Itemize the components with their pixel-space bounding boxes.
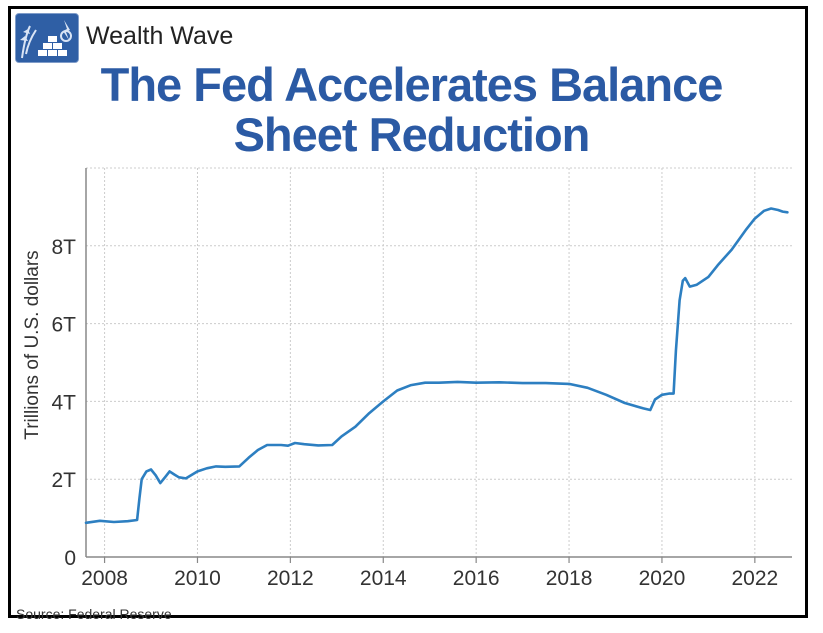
y-tick-label: 4T <box>51 391 76 414</box>
chart-frame <box>8 6 808 618</box>
x-tick-label: 2016 <box>453 567 500 590</box>
y-tick-label: 6T <box>51 314 76 337</box>
x-tick-label: 2022 <box>731 567 778 590</box>
y-tick-label: 0 <box>64 547 76 570</box>
logo-graphic <box>16 14 78 62</box>
series-line-0 <box>84 207 789 525</box>
x-tick-label: 2008 <box>81 567 128 590</box>
grid-lines <box>86 167 792 557</box>
x-tick-label: 2010 <box>174 567 221 590</box>
data-series <box>84 207 789 525</box>
source-note: Source: Federal Reserve <box>16 606 172 622</box>
axes <box>85 168 792 563</box>
x-tick-label: 2014 <box>360 567 407 590</box>
x-tick-label: 2018 <box>546 567 593 590</box>
y-tick-label: 2T <box>51 469 76 492</box>
brand-name: Wealth Wave <box>86 22 234 50</box>
x-tick-label: 2012 <box>267 567 314 590</box>
y-tick-label: 8T <box>51 236 76 259</box>
tick-labels: 2008 2010 2012 2014 2016 2018 2020 2022 0 2T 4T 6T 8… <box>51 236 778 590</box>
wealth-wave-logo-icon <box>15 13 79 63</box>
x-tick-label: 2020 <box>639 567 686 590</box>
chart-title: The Fed Accelerates Balance Sheet Reduct… <box>100 58 724 161</box>
